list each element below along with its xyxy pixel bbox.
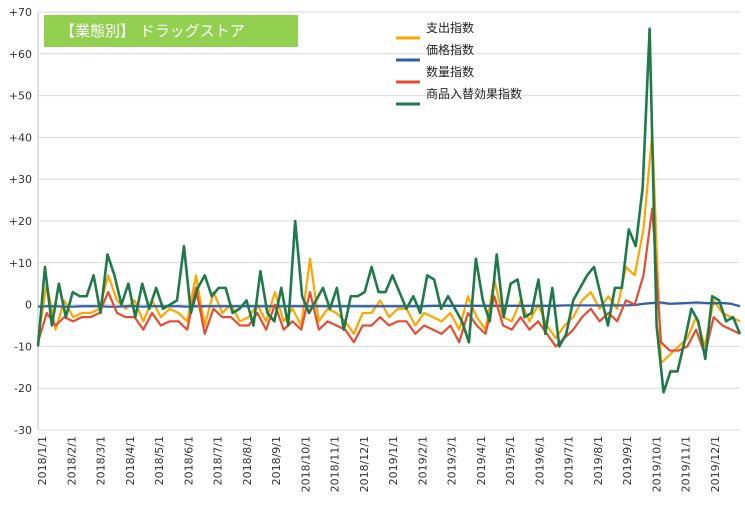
chart-title: 【業態別】 ドラッグストア (60, 22, 245, 40)
y-tick-label: +20 (9, 215, 32, 228)
x-tick-label: 2018/5/1 (153, 436, 166, 485)
y-tick-label: +60 (9, 48, 32, 61)
legend-label: 数量指数 (426, 64, 474, 79)
y-tick-label: -20 (14, 382, 32, 395)
x-tick-label: 2019/10/1 (650, 436, 663, 492)
y-tick-label: +30 (9, 173, 32, 186)
x-tick-label: 2019/7/1 (563, 436, 576, 485)
x-tick-label: 2019/4/1 (475, 436, 488, 485)
title-background (44, 15, 298, 47)
chart-title-box: 【業態別】 ドラッグストア (44, 15, 298, 47)
y-axis-ticks: +70 +60 +50 +40 +30 +20 +10 0 -10 -20 -30 (9, 6, 32, 437)
y-tick-label: -30 (14, 424, 32, 437)
x-tick-label: 2019/2/1 (416, 436, 429, 485)
x-tick-label: 2019/9/1 (621, 436, 634, 485)
x-tick-label: 2018/12/1 (358, 436, 371, 492)
y-tick-label: +10 (9, 257, 32, 270)
x-tick-label: 2019/6/1 (533, 436, 546, 485)
y-tick-label: +70 (9, 6, 32, 19)
x-tick-label: 2019/1/1 (387, 436, 400, 485)
y-tick-label: +40 (9, 131, 32, 144)
y-tick-label: +50 (9, 90, 32, 103)
series-lines (36, 27, 742, 394)
x-tick-label: 2018/6/1 (182, 436, 195, 485)
x-tick-label: 2019/11/1 (680, 436, 693, 492)
x-tick-label: 2018/9/1 (270, 436, 283, 485)
x-tick-label: 2019/12/1 (709, 436, 722, 492)
x-axis-ticks: 2018/1/1 2018/2/1 2018/3/1 2018/4/1 2018/5/1… (36, 436, 722, 492)
x-tick-label: 2018/3/1 (95, 436, 108, 485)
y-tick-label: 0 (25, 299, 32, 312)
series-line-2 (36, 207, 741, 356)
x-tick-label: 2019/8/1 (592, 436, 605, 485)
legend-label: 支出指数 (426, 20, 474, 35)
series-line-3 (36, 27, 742, 394)
x-tick-label: 2019/5/1 (504, 436, 517, 485)
x-tick-label: 2019/3/1 (446, 436, 459, 485)
x-tick-label: 2018/8/1 (241, 436, 254, 485)
legend-label: 商品入替効果指数 (426, 86, 522, 101)
x-tick-label: 2018/1/1 (36, 436, 49, 485)
x-tick-label: 2018/10/1 (299, 436, 312, 492)
x-tick-label: 2018/7/1 (212, 436, 225, 485)
y-tick-label: -10 (14, 340, 32, 353)
gridlines (37, 11, 740, 431)
legend-label: 価格指数 (426, 42, 474, 57)
x-tick-label: 2018/11/1 (329, 436, 342, 492)
x-tick-label: 2018/2/1 (65, 436, 78, 485)
x-tick-label: 2018/4/1 (124, 436, 137, 485)
